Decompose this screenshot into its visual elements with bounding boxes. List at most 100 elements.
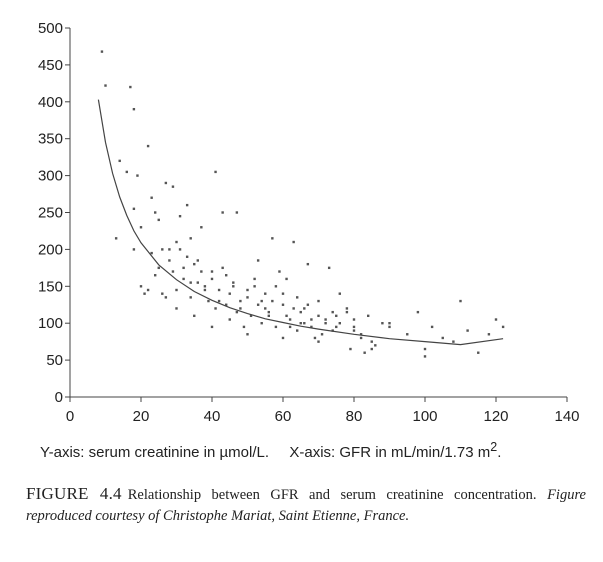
data-point <box>260 299 263 303</box>
data-point <box>423 347 427 351</box>
data-point <box>114 237 118 240</box>
data-point <box>370 340 373 343</box>
data-point <box>416 310 420 314</box>
data-point <box>296 296 299 299</box>
data-point <box>406 333 409 336</box>
data-point <box>338 322 341 325</box>
data-point <box>225 303 228 306</box>
y-tick-label: 250 <box>38 205 63 222</box>
data-point <box>193 314 196 318</box>
data-point <box>338 292 341 295</box>
data-point <box>139 226 143 229</box>
data-point <box>246 296 249 299</box>
data-point <box>310 325 313 329</box>
data-point <box>335 325 338 329</box>
data-point <box>459 299 462 303</box>
data-point <box>452 340 455 343</box>
data-point <box>154 274 157 277</box>
data-point <box>217 288 221 292</box>
data-point <box>168 248 171 251</box>
data-point <box>239 307 242 310</box>
x-tick-label: 0 <box>66 408 74 425</box>
y-tick-label: 0 <box>55 389 63 406</box>
data-point <box>235 211 239 214</box>
data-point <box>161 248 164 251</box>
data-point <box>278 270 281 273</box>
data-point <box>143 292 146 295</box>
data-point <box>352 325 356 329</box>
data-point <box>313 336 317 340</box>
y-tick-label: 50 <box>46 352 63 369</box>
data-point <box>352 329 356 332</box>
data-point <box>352 318 356 321</box>
data-point <box>299 322 302 325</box>
data-point <box>306 303 310 306</box>
data-point <box>132 207 136 211</box>
data-point <box>292 240 295 244</box>
data-point <box>171 270 175 273</box>
data-point <box>274 325 278 329</box>
data-point <box>196 281 199 284</box>
data-point <box>104 84 107 87</box>
data-point <box>178 214 182 218</box>
data-point <box>381 322 384 325</box>
axes: 0 50 100 150 200 250 300 350 400 450 500 0 20 40 60 80 1… <box>38 20 580 425</box>
y-tick-label: 200 <box>38 241 63 258</box>
axis-description: Y-axis: serum creatinine in µmol/L. X-ax… <box>40 440 501 461</box>
data-point <box>253 285 256 288</box>
data-point <box>430 325 434 329</box>
data-point <box>331 310 334 314</box>
data-point <box>221 266 224 270</box>
scatter-chart: 0 50 100 150 200 250 300 350 400 450 500 0 20 40 60 80 1… <box>38 20 580 425</box>
data-point <box>374 344 377 347</box>
y-tick-label: 350 <box>38 131 63 148</box>
x-tick-label: 120 <box>483 408 508 425</box>
caption-text: Relationship between GFR and serum creat… <box>127 487 537 503</box>
data-point <box>310 318 313 321</box>
data-point <box>267 310 270 314</box>
data-point <box>388 325 391 329</box>
data-point <box>150 251 153 255</box>
data-point <box>288 318 292 321</box>
data-point <box>232 285 235 288</box>
y-tick-label: 500 <box>38 20 63 37</box>
data-point <box>359 336 363 340</box>
data-point <box>253 277 256 281</box>
data-point <box>207 299 210 303</box>
data-point <box>132 107 136 111</box>
data-point <box>221 211 224 214</box>
data-point <box>317 299 320 303</box>
data-point <box>175 240 178 244</box>
data-point <box>235 310 239 314</box>
data-point <box>189 296 192 299</box>
data-point <box>171 185 175 188</box>
data-point <box>168 259 171 262</box>
data-point <box>267 314 270 318</box>
data-point <box>157 266 160 270</box>
data-point <box>256 259 260 262</box>
data-point <box>246 288 249 292</box>
data-point <box>182 277 185 281</box>
y-tick-label: 400 <box>38 94 63 111</box>
data-point <box>146 144 150 148</box>
data-point <box>118 159 121 163</box>
data-point <box>175 307 178 310</box>
x-tick-label: 80 <box>346 408 363 425</box>
data-point <box>189 281 192 284</box>
data-point <box>423 355 427 358</box>
data-point <box>164 181 168 185</box>
fitted-curve <box>97 99 504 346</box>
data-point <box>182 266 185 270</box>
caption-credit: Figure reproduced courtesy of Christophe… <box>26 487 586 524</box>
x-tick-label: 60 <box>275 408 292 425</box>
data-point <box>296 329 299 332</box>
data-point <box>317 340 320 343</box>
data-point <box>281 303 285 306</box>
data-point <box>281 292 285 295</box>
x-tick-label: 100 <box>412 408 437 425</box>
y-tick-label: 450 <box>38 57 63 74</box>
data-point <box>345 307 349 310</box>
data-point <box>441 336 444 340</box>
data-point <box>324 322 327 325</box>
